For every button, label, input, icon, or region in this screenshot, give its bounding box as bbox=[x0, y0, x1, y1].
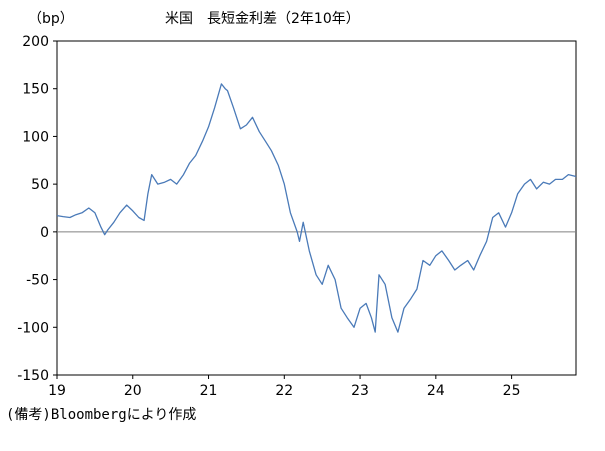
x-tick-label: 20 bbox=[124, 383, 142, 399]
x-tick-label: 21 bbox=[200, 383, 218, 399]
y-tick-label: 0 bbox=[40, 225, 49, 241]
y-tick-label: 100 bbox=[22, 129, 49, 145]
source-note: (備考)Bloombergにより作成 bbox=[6, 407, 197, 423]
y-tick-label: 50 bbox=[31, 177, 49, 193]
y-tick-label: -50 bbox=[26, 273, 49, 289]
x-tick-label: 23 bbox=[351, 383, 369, 399]
plot-area bbox=[56, 40, 577, 376]
spread-series-line bbox=[56, 83, 577, 333]
x-tick-label: 24 bbox=[427, 383, 445, 399]
y-tick-label: -100 bbox=[17, 320, 49, 336]
x-tick-label: 22 bbox=[275, 383, 293, 399]
y-tick-label: 150 bbox=[22, 82, 49, 98]
y-axis-unit: （bp） bbox=[28, 11, 74, 27]
chart-title: 米国 長短金利差（2年10年） bbox=[165, 11, 360, 27]
y-tick-label: -150 bbox=[17, 368, 49, 384]
x-axis: 19 20 21 22 23 24 25 bbox=[48, 375, 521, 399]
y-axis: -150 -100 -50 0 50 100 150 200 bbox=[17, 34, 57, 384]
y-tick-label: 200 bbox=[22, 34, 49, 50]
x-tick-label: 25 bbox=[503, 383, 521, 399]
x-tick-label: 19 bbox=[48, 383, 66, 399]
